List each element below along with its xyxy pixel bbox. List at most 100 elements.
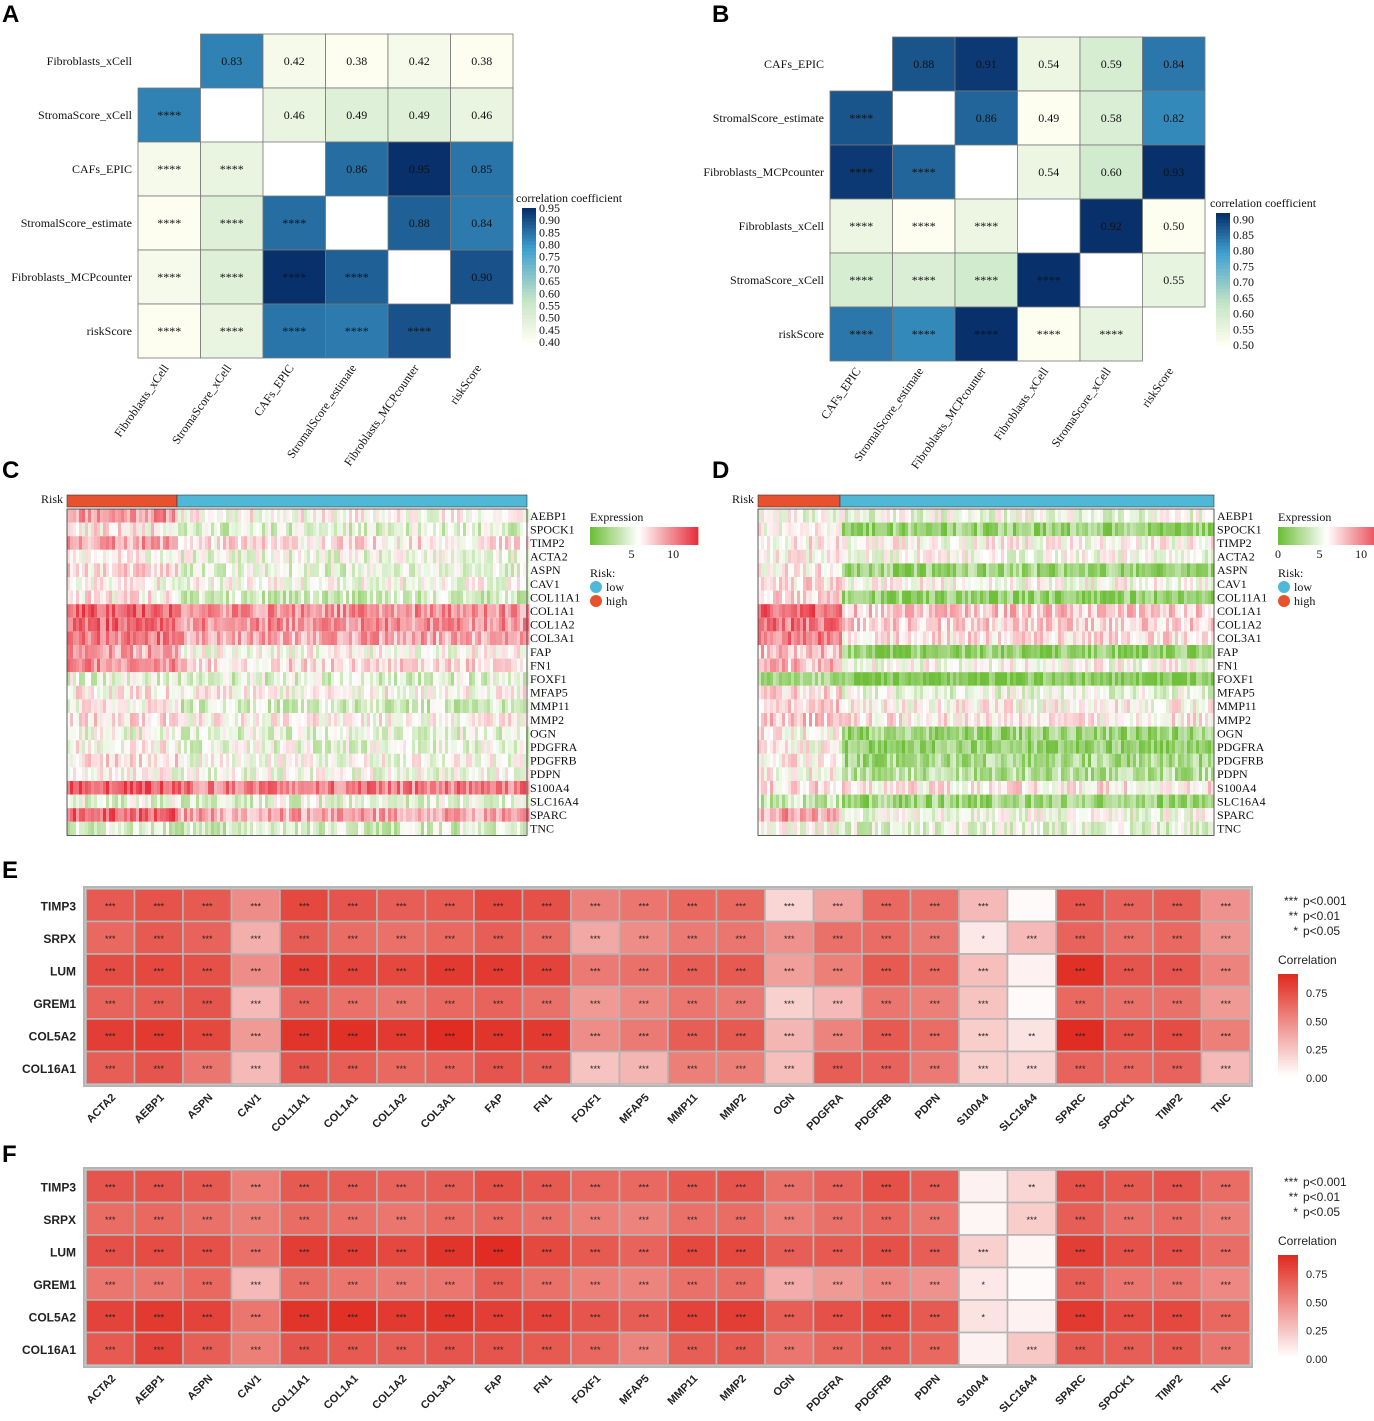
expression-cell <box>100 699 104 713</box>
expression-cell <box>214 713 218 727</box>
expression-cell <box>1121 522 1125 537</box>
expression-cell <box>250 740 254 754</box>
expression-cell <box>337 740 341 754</box>
expression-cell <box>439 699 443 713</box>
expression-cell <box>103 808 107 822</box>
expression-cell <box>268 672 272 686</box>
expression-cell <box>199 590 203 605</box>
expression-cell <box>346 699 350 713</box>
expression-cell <box>223 740 227 754</box>
expression-cell <box>232 549 236 564</box>
legend-swatch <box>522 291 536 296</box>
expression-cell <box>364 590 368 605</box>
expression-cell <box>343 549 347 564</box>
expression-cell <box>199 522 203 537</box>
expression-cell <box>514 645 518 659</box>
expression-cell <box>406 740 410 754</box>
expression-cell <box>139 577 143 591</box>
expression-cell <box>878 563 882 577</box>
expression-cell <box>247 590 251 605</box>
expression-cell <box>196 522 200 537</box>
expression-cell <box>412 563 416 577</box>
expression-cell <box>223 794 227 809</box>
expression-cell <box>169 699 173 713</box>
expression-cell <box>944 509 948 523</box>
expression-cell <box>1046 563 1050 577</box>
expression-cell <box>1001 522 1005 537</box>
expression-cell <box>436 509 440 523</box>
expression-cell <box>307 726 311 741</box>
expression-cell <box>439 590 443 605</box>
expression-cell <box>175 821 179 836</box>
expression-cell <box>505 726 509 741</box>
expression-cell <box>421 767 425 781</box>
expression-cell <box>352 522 356 537</box>
expression-cell <box>974 563 978 577</box>
expression-cell <box>484 713 488 727</box>
expression-cell <box>463 509 467 523</box>
expression-cell <box>382 549 386 564</box>
expression-cell <box>424 631 428 645</box>
expression-cell <box>340 631 344 645</box>
expression-cell <box>352 821 356 836</box>
expression-cell <box>914 509 918 523</box>
expression-cell <box>154 713 158 727</box>
expression-cell <box>331 509 335 523</box>
expression-cell <box>271 740 275 754</box>
expression-cell <box>983 522 987 537</box>
expression-cell <box>346 577 350 591</box>
expression-cell <box>133 740 137 754</box>
expression-cell <box>911 509 915 523</box>
expression-cell <box>367 563 371 577</box>
legend-swatch <box>1216 246 1230 250</box>
expression-cell <box>1085 536 1089 550</box>
expression-cell <box>307 645 311 659</box>
expression-cell <box>283 699 287 713</box>
expression-cell <box>1181 577 1185 591</box>
expression-cell <box>220 753 224 768</box>
risk-legend-label: high <box>606 594 627 608</box>
expression-cell <box>436 549 440 564</box>
expression-cell <box>382 699 386 713</box>
expression-cell <box>268 604 272 618</box>
expression-cell <box>460 699 464 713</box>
expression-cell <box>487 604 491 618</box>
expression-cell <box>175 590 179 605</box>
expression-cell <box>196 794 200 809</box>
expression-cell <box>268 808 272 822</box>
expression-cell <box>88 658 92 673</box>
expression-cell <box>208 767 212 781</box>
expression-cell <box>397 753 401 768</box>
expression-cell <box>421 604 425 618</box>
expression-cell <box>427 658 431 673</box>
expression-cell <box>797 522 801 537</box>
expression-cell <box>163 781 167 795</box>
expression-cell <box>283 536 287 550</box>
expression-cell <box>911 549 915 564</box>
expression-cell <box>1049 536 1053 550</box>
expression-cell <box>121 563 125 577</box>
expression-cell <box>316 522 320 537</box>
cell-value: **** <box>282 270 306 284</box>
expression-cell <box>169 781 173 795</box>
expression-cell <box>893 577 897 591</box>
expression-cell <box>487 821 491 836</box>
expression-cell <box>67 604 71 618</box>
expression-cell <box>382 685 386 700</box>
expression-cell <box>484 767 488 781</box>
expression-cell <box>902 536 906 550</box>
expression-cell <box>379 740 383 754</box>
expression-cell <box>232 767 236 781</box>
expression-cell <box>295 604 299 618</box>
expression-cell <box>499 549 503 564</box>
expression-cell <box>487 549 491 564</box>
expression-cell <box>785 577 789 591</box>
expression-cell <box>196 821 200 836</box>
expression-cell <box>890 577 894 591</box>
expression-cell <box>493 699 497 713</box>
expression-cell <box>223 604 227 618</box>
expression-cell <box>947 563 951 577</box>
expression-cell <box>160 740 164 754</box>
expression-cell <box>520 658 524 673</box>
expression-cell <box>1031 577 1035 591</box>
